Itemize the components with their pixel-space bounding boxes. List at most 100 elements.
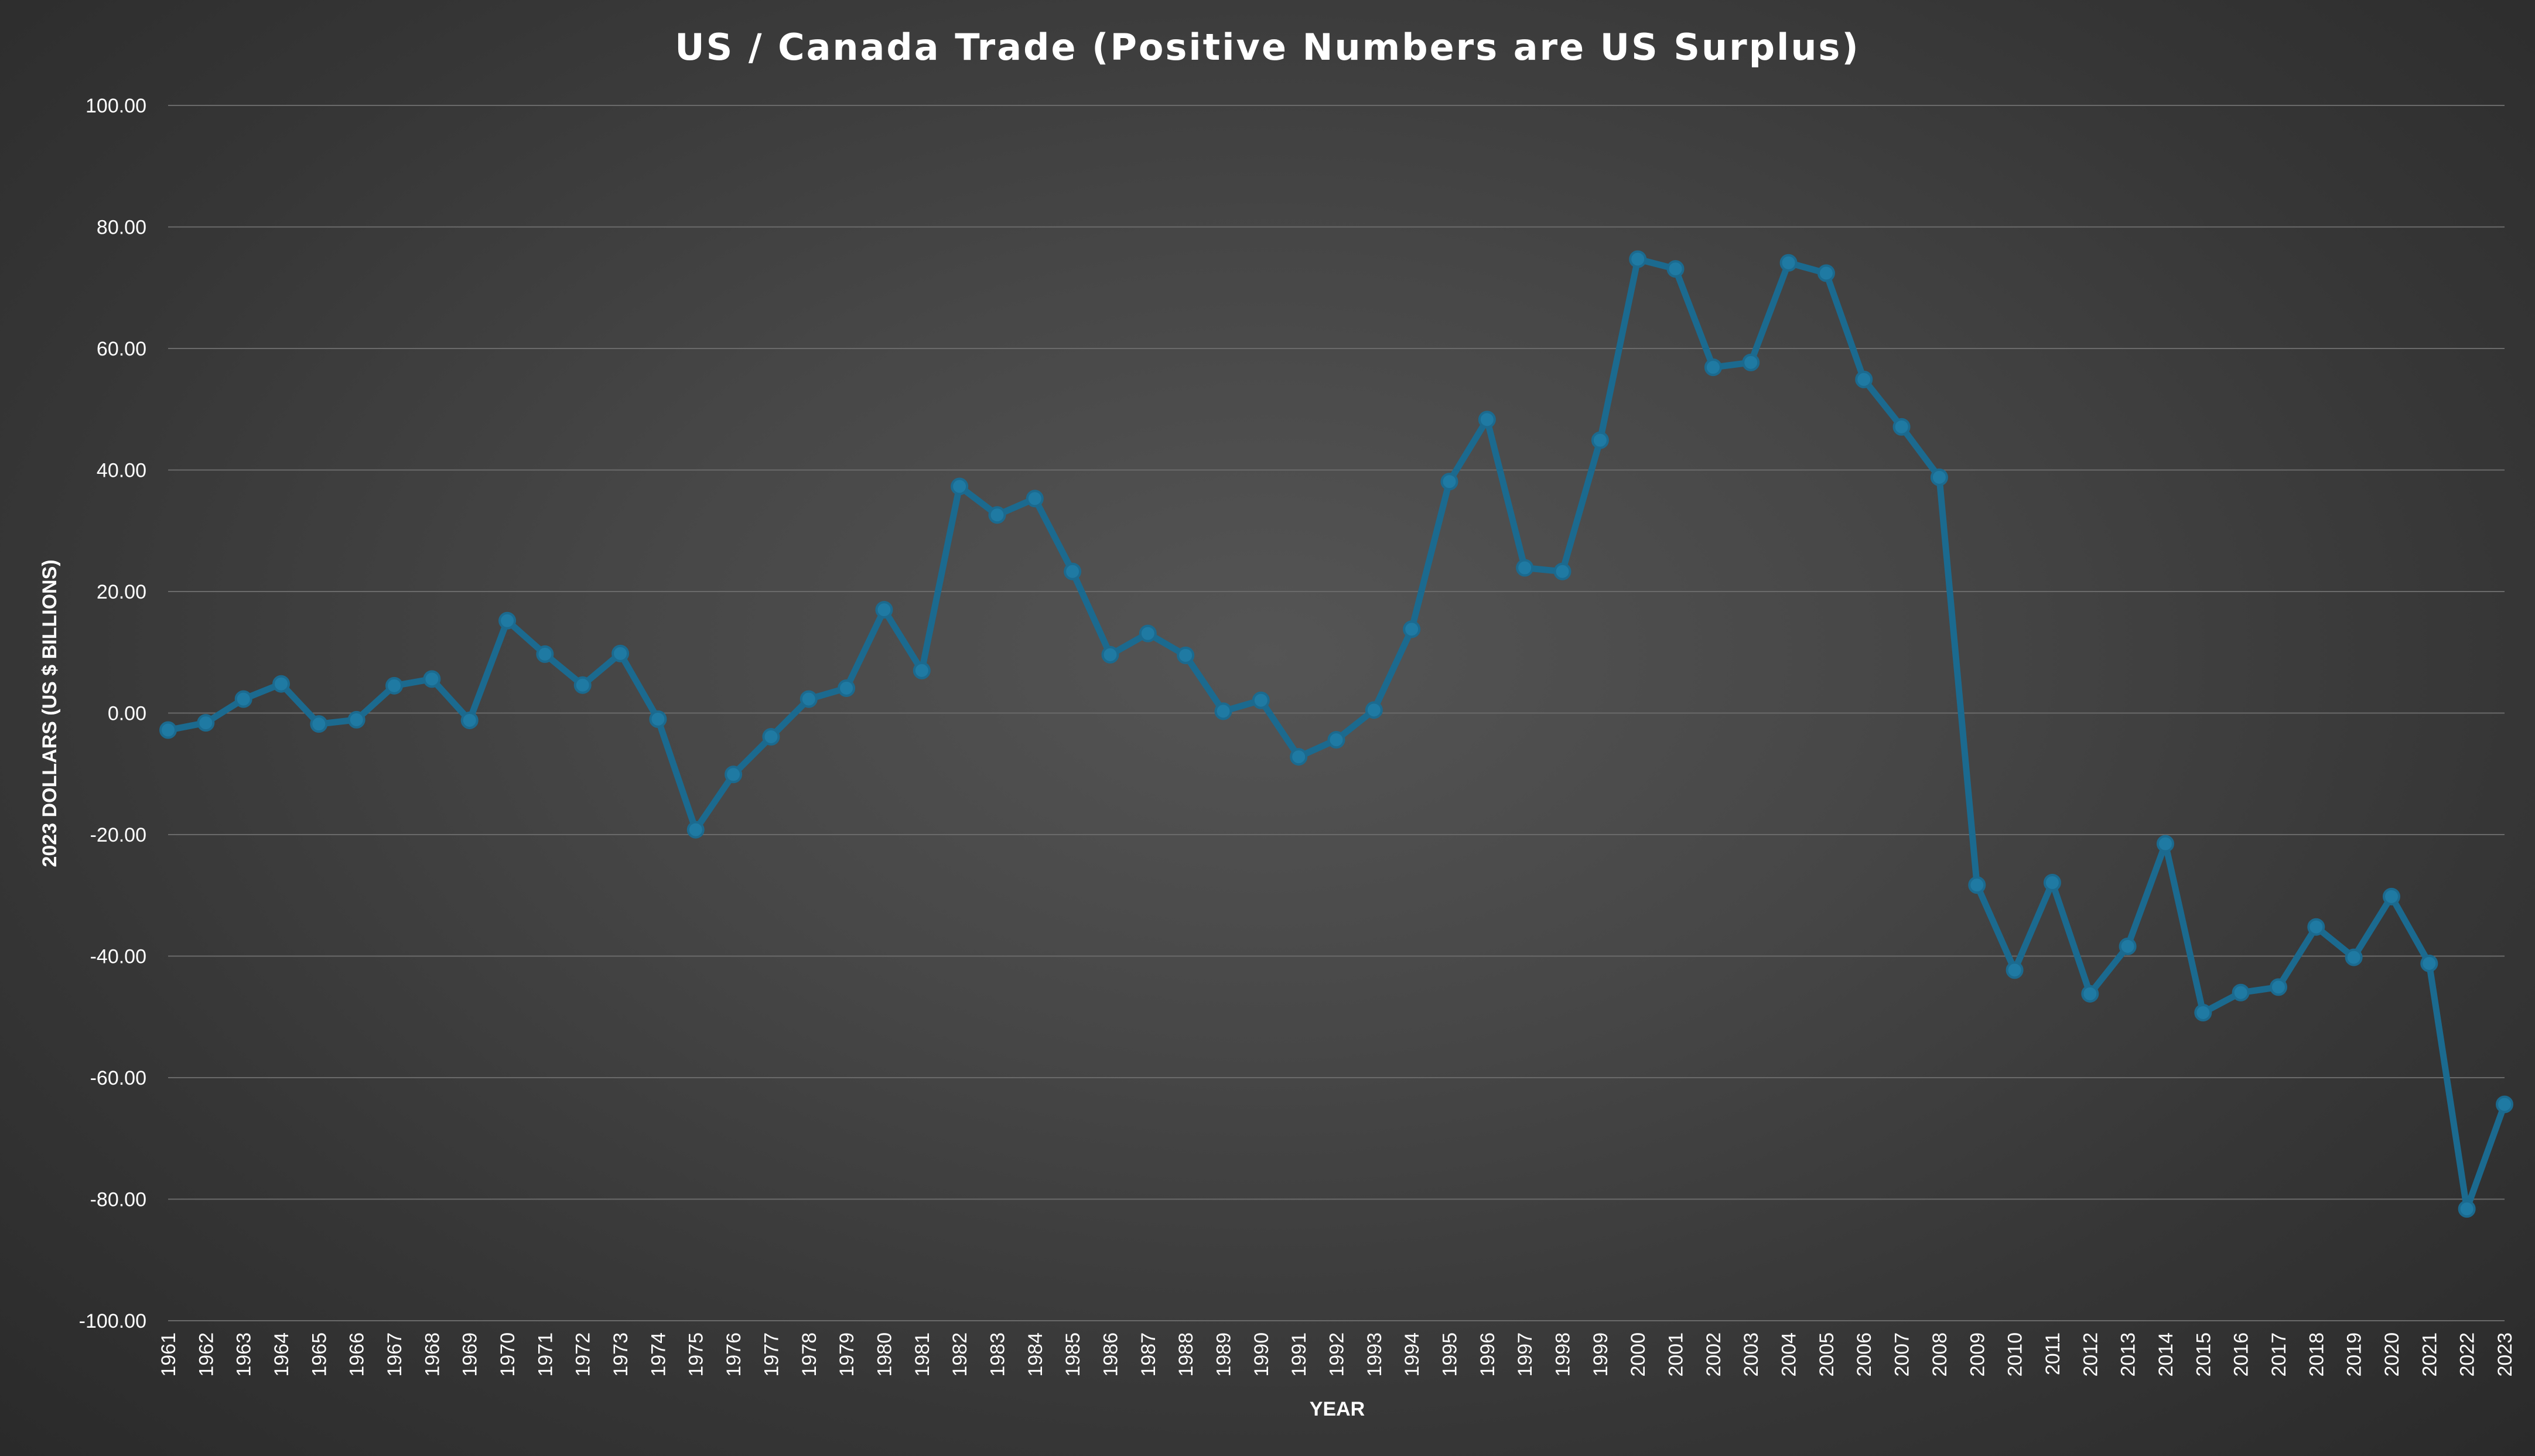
data-point (234, 690, 252, 708)
x-tick-label: 2007 (1891, 1332, 1914, 1377)
y-tick-label: 40.00 (97, 460, 146, 482)
x-tick-label: 1975 (685, 1332, 708, 1377)
x-tick-label: 2022 (2457, 1332, 2479, 1377)
x-tick-label: 1979 (836, 1332, 858, 1377)
data-point (272, 675, 291, 693)
data-point (2269, 978, 2287, 996)
x-tick-label: 1983 (986, 1332, 1009, 1377)
x-tick-label: 2003 (1740, 1332, 1762, 1377)
data-point (611, 644, 630, 662)
y-tick-label: -100.00 (79, 1310, 146, 1332)
x-tick-label: 2023 (2494, 1332, 2516, 1377)
data-point (1704, 358, 1722, 377)
x-tick-label: 2014 (2155, 1332, 2177, 1377)
x-tick-label: 1962 (195, 1332, 217, 1377)
data-point (1742, 353, 1760, 371)
x-tick-label: 2000 (1627, 1332, 1649, 1377)
data-point (2119, 937, 2137, 955)
data-point (1629, 250, 1647, 268)
data-point (1855, 370, 1873, 388)
x-tick-label: 1989 (1212, 1332, 1235, 1377)
x-tick-label: 1977 (760, 1332, 783, 1377)
data-point (2232, 983, 2250, 1002)
y-tick-label: -80.00 (90, 1189, 146, 1211)
data-point (2307, 918, 2325, 936)
x-tick-label: 1985 (1062, 1332, 1084, 1377)
x-tick-label: 1990 (1251, 1332, 1273, 1377)
y-axis-label: 2023 DOLLARS (US $ BILLIONS) (39, 559, 61, 867)
x-tick-label: 1976 (723, 1332, 745, 1377)
data-point (1026, 490, 1044, 508)
data-point (2496, 1095, 2513, 1113)
data-point (951, 477, 969, 495)
x-tick-label: 1987 (1137, 1332, 1160, 1377)
x-tick-label: 2011 (2042, 1332, 2064, 1375)
x-tick-label: 1993 (1364, 1332, 1386, 1377)
x-tick-label: 1981 (911, 1332, 934, 1377)
x-tick-label: 1997 (1514, 1332, 1536, 1377)
x-tick-label: 2002 (1703, 1332, 1725, 1377)
x-tick-label: 1970 (497, 1332, 519, 1377)
data-point (1930, 468, 1948, 486)
x-tick-label: 1980 (873, 1332, 896, 1377)
x-tick-label: 1991 (1288, 1332, 1310, 1377)
data-point (2194, 1003, 2212, 1021)
data-point (1516, 559, 1534, 577)
data-point (1064, 562, 1082, 580)
x-tick-label: 2001 (1665, 1332, 1687, 1377)
data-point (1290, 748, 1308, 766)
data-point (1327, 731, 1345, 749)
data-point (2345, 948, 2363, 966)
x-tick-label: 2016 (2230, 1332, 2253, 1377)
x-tick-label: 1964 (271, 1332, 293, 1377)
y-tick-label: 100.00 (86, 95, 146, 117)
x-tick-label: 1988 (1175, 1332, 1197, 1377)
y-tick-label: -40.00 (90, 946, 146, 968)
y-tick-label: 0.00 (108, 703, 146, 725)
data-point (1403, 620, 1421, 638)
data-point (1365, 701, 1383, 719)
gridlines (168, 105, 2505, 1321)
x-tick-label: 2013 (2117, 1332, 2140, 1377)
series-layer (159, 250, 2513, 1218)
x-tick-label: 1961 (158, 1332, 180, 1377)
x-tick-label: 1996 (1477, 1332, 1499, 1377)
x-tick-label: 2006 (1853, 1332, 1875, 1377)
data-point (1779, 254, 1798, 272)
x-tick-label: 2019 (2343, 1332, 2366, 1377)
data-point (2420, 954, 2438, 972)
x-tick-label: 1963 (233, 1332, 255, 1377)
chart-title: US / Canada Trade (Positive Numbers are … (675, 26, 1860, 69)
data-point (2458, 1200, 2476, 1218)
data-point (649, 710, 667, 728)
data-point (347, 710, 365, 729)
data-point (838, 679, 856, 697)
x-tick-label: 2017 (2268, 1332, 2290, 1377)
data-point (1440, 473, 1458, 491)
data-point (159, 721, 177, 739)
data-point (385, 676, 404, 695)
data-point (498, 611, 517, 630)
data-point (1666, 260, 1685, 278)
data-point (1101, 645, 1119, 664)
x-axis-label: YEAR (1310, 1398, 1365, 1420)
y-tick-label: -60.00 (90, 1067, 146, 1089)
data-point (1139, 624, 1157, 642)
data-point (573, 676, 592, 694)
x-tick-label: 1971 (534, 1332, 556, 1377)
x-tick-label: 1969 (459, 1332, 481, 1377)
x-tick-label: 1995 (1439, 1332, 1461, 1377)
y-tick-label: 80.00 (97, 217, 146, 239)
data-point (762, 727, 780, 746)
data-point (1968, 876, 1986, 894)
data-point (725, 765, 743, 784)
data-point (1892, 418, 1911, 436)
x-tick-label: 2012 (2079, 1332, 2102, 1377)
x-tick-label: 1999 (1590, 1332, 1612, 1377)
data-point (913, 661, 931, 679)
x-tick-label: 1982 (949, 1332, 971, 1377)
data-point (197, 714, 215, 732)
data-point (2081, 985, 2099, 1003)
x-tick-label: 2004 (1778, 1332, 1801, 1377)
y-tick-label: -20.00 (90, 824, 146, 846)
